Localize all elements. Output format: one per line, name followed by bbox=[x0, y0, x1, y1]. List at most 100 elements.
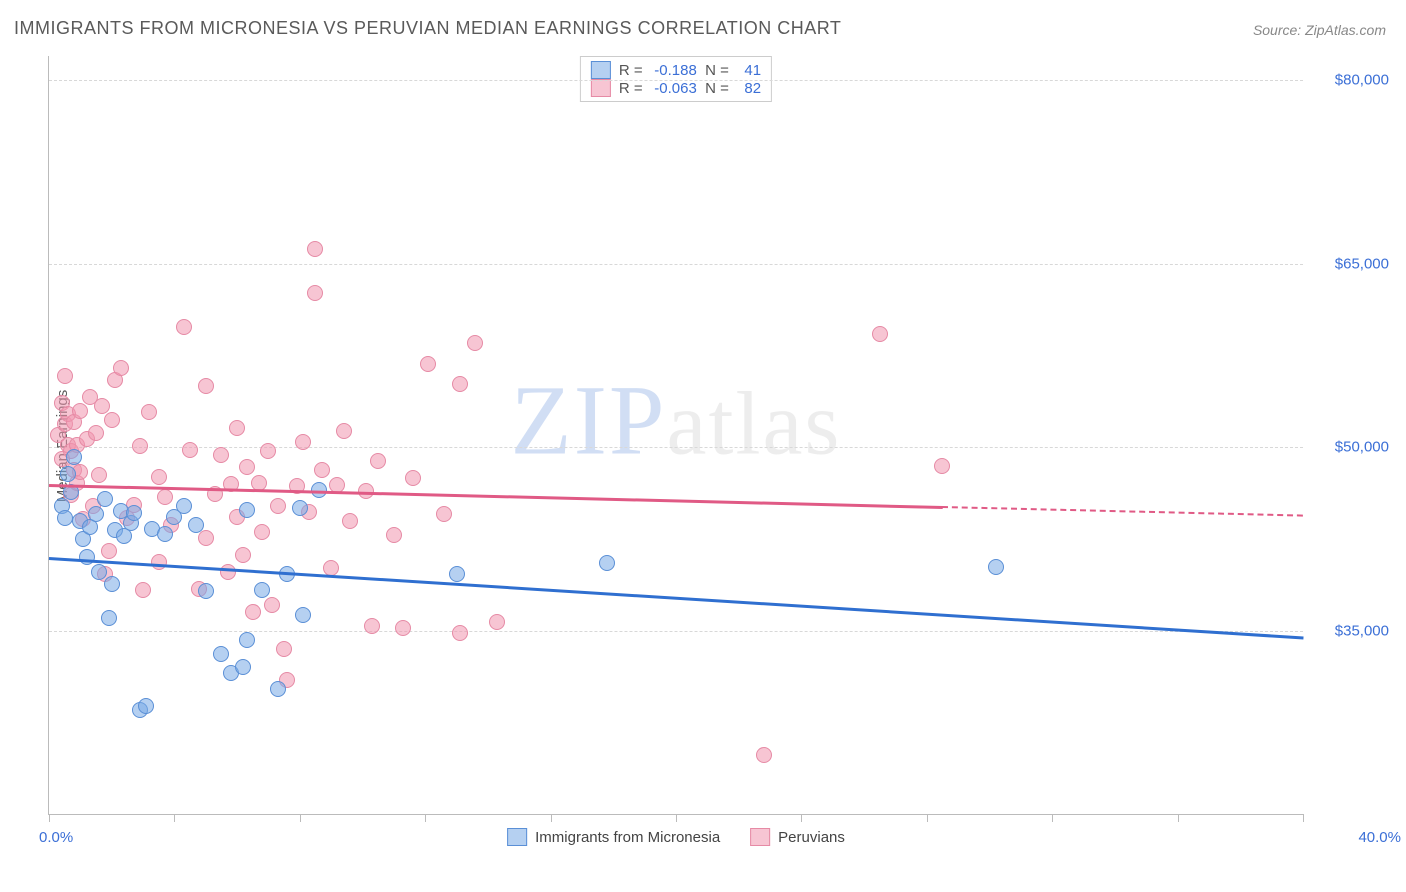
scatter-point-a bbox=[101, 610, 117, 626]
scatter-point-b bbox=[436, 506, 452, 522]
stats-text: R = -0.063 N = 82 bbox=[619, 80, 761, 97]
scatter-point-b bbox=[386, 527, 402, 543]
scatter-point-b bbox=[94, 398, 110, 414]
legend-item: Immigrants from Micronesia bbox=[507, 828, 720, 846]
scatter-point-b bbox=[314, 462, 330, 478]
scatter-point-b bbox=[467, 335, 483, 351]
scatter-point-b bbox=[72, 403, 88, 419]
trendline-b-extrapolated bbox=[942, 506, 1303, 517]
scatter-point-b bbox=[135, 582, 151, 598]
legend-swatch-icon bbox=[750, 828, 770, 846]
x-tick bbox=[551, 814, 552, 822]
scatter-point-b bbox=[229, 420, 245, 436]
gridline bbox=[49, 264, 1303, 265]
scatter-point-b bbox=[452, 376, 468, 392]
scatter-point-b bbox=[295, 434, 311, 450]
scatter-plot: ZIPatlas R = -0.188 N = 41R = -0.063 N =… bbox=[48, 56, 1303, 815]
scatter-point-b bbox=[57, 368, 73, 384]
legend-label: Peruvians bbox=[778, 829, 845, 846]
x-tick bbox=[49, 814, 50, 822]
scatter-point-a bbox=[57, 510, 73, 526]
scatter-point-b bbox=[934, 458, 950, 474]
scatter-point-b bbox=[104, 412, 120, 428]
x-axis-min-label: 0.0% bbox=[39, 829, 73, 846]
scatter-point-a bbox=[104, 576, 120, 592]
gridline bbox=[49, 80, 1303, 81]
scatter-point-a bbox=[66, 449, 82, 465]
correlation-stats-box: R = -0.188 N = 41R = -0.063 N = 82 bbox=[580, 56, 772, 102]
scatter-point-b bbox=[270, 498, 286, 514]
scatter-point-a bbox=[91, 564, 107, 580]
x-tick bbox=[425, 814, 426, 822]
scatter-point-b bbox=[113, 360, 129, 376]
scatter-point-b bbox=[239, 459, 255, 475]
scatter-point-a bbox=[157, 526, 173, 542]
stats-row: R = -0.063 N = 82 bbox=[591, 79, 761, 97]
scatter-point-b bbox=[176, 319, 192, 335]
x-tick bbox=[300, 814, 301, 822]
scatter-point-a bbox=[239, 632, 255, 648]
source-label: Source: ZipAtlas.com bbox=[1253, 22, 1386, 38]
x-axis-max-label: 40.0% bbox=[1358, 829, 1401, 846]
gridline bbox=[49, 631, 1303, 632]
stats-row: R = -0.188 N = 41 bbox=[591, 61, 761, 79]
scatter-point-a bbox=[188, 517, 204, 533]
scatter-point-b bbox=[182, 442, 198, 458]
scatter-point-b bbox=[213, 447, 229, 463]
scatter-point-a bbox=[599, 555, 615, 571]
legend-swatch-icon bbox=[591, 61, 611, 79]
scatter-point-b bbox=[405, 470, 421, 486]
scatter-point-b bbox=[151, 554, 167, 570]
y-tick-label: $50,000 bbox=[1311, 439, 1389, 456]
scatter-point-b bbox=[198, 378, 214, 394]
scatter-point-a bbox=[126, 505, 142, 521]
scatter-point-b bbox=[88, 425, 104, 441]
scatter-point-a bbox=[295, 607, 311, 623]
x-tick bbox=[1052, 814, 1053, 822]
watermark: ZIPatlas bbox=[511, 362, 842, 477]
scatter-point-b bbox=[151, 469, 167, 485]
stats-text: R = -0.188 N = 41 bbox=[619, 62, 761, 79]
y-tick-label: $80,000 bbox=[1311, 72, 1389, 89]
scatter-point-a bbox=[213, 646, 229, 662]
scatter-point-a bbox=[198, 583, 214, 599]
scatter-point-a bbox=[988, 559, 1004, 575]
scatter-point-b bbox=[307, 241, 323, 257]
scatter-point-a bbox=[138, 698, 154, 714]
scatter-point-a bbox=[176, 498, 192, 514]
scatter-point-b bbox=[101, 543, 117, 559]
scatter-point-b bbox=[245, 604, 261, 620]
legend-label: Immigrants from Micronesia bbox=[535, 829, 720, 846]
y-tick-label: $65,000 bbox=[1311, 255, 1389, 272]
scatter-point-b bbox=[489, 614, 505, 630]
scatter-point-a bbox=[292, 500, 308, 516]
x-tick bbox=[676, 814, 677, 822]
scatter-point-a bbox=[270, 681, 286, 697]
x-tick bbox=[1178, 814, 1179, 822]
scatter-point-a bbox=[88, 506, 104, 522]
legend-swatch-icon bbox=[591, 79, 611, 97]
scatter-point-a bbox=[235, 659, 251, 675]
scatter-point-b bbox=[141, 404, 157, 420]
scatter-point-b bbox=[872, 326, 888, 342]
scatter-point-a bbox=[60, 466, 76, 482]
scatter-point-b bbox=[254, 524, 270, 540]
scatter-point-b bbox=[220, 564, 236, 580]
scatter-point-b bbox=[452, 625, 468, 641]
y-tick-label: $35,000 bbox=[1311, 622, 1389, 639]
scatter-point-b bbox=[264, 597, 280, 613]
scatter-point-b bbox=[364, 618, 380, 634]
scatter-point-b bbox=[235, 547, 251, 563]
x-tick bbox=[801, 814, 802, 822]
scatter-point-b bbox=[157, 489, 173, 505]
scatter-point-b bbox=[91, 467, 107, 483]
scatter-point-b bbox=[342, 513, 358, 529]
x-tick bbox=[1303, 814, 1304, 822]
scatter-point-b bbox=[370, 453, 386, 469]
scatter-point-a bbox=[79, 549, 95, 565]
chart-title: IMMIGRANTS FROM MICRONESIA VS PERUVIAN M… bbox=[14, 18, 841, 39]
scatter-point-a bbox=[449, 566, 465, 582]
scatter-point-a bbox=[97, 491, 113, 507]
scatter-point-b bbox=[307, 285, 323, 301]
series-legend: Immigrants from Micronesia Peruvians bbox=[507, 828, 845, 846]
